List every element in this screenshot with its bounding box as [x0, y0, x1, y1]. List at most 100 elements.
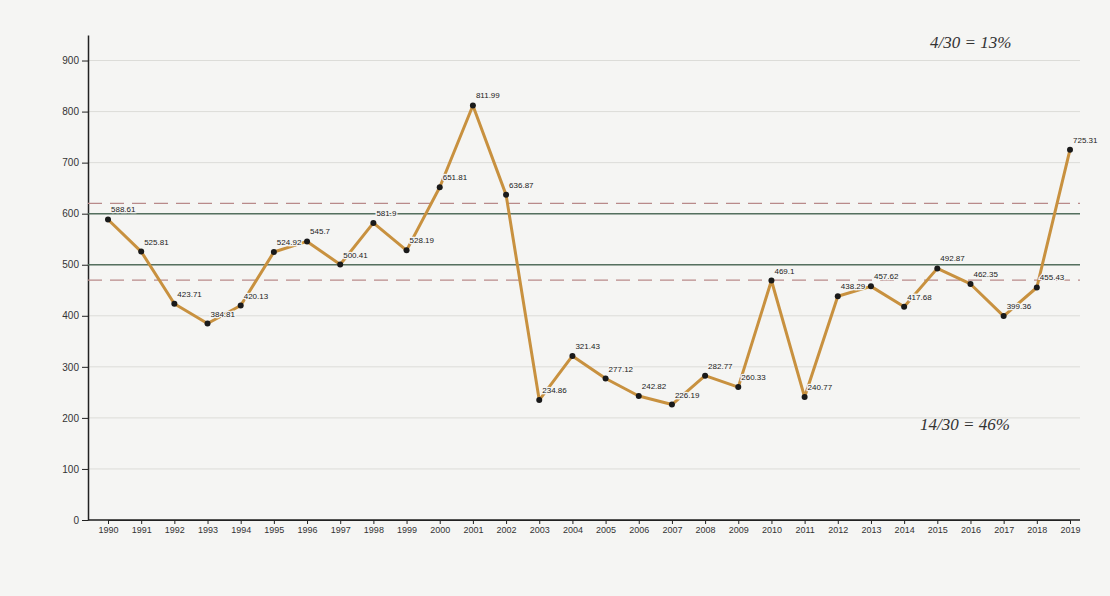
- x-tick: 2004: [563, 520, 583, 535]
- x-tick-label: 1997: [331, 525, 351, 535]
- reference-line: [88, 213, 1080, 215]
- y-tick-mark: [82, 163, 88, 164]
- x-tick: 1997: [331, 520, 351, 535]
- x-tick-mark: [407, 520, 408, 524]
- data-point: [636, 393, 642, 399]
- x-tick-mark: [705, 520, 706, 524]
- x-tick-mark: [639, 520, 640, 524]
- x-tick-mark: [440, 520, 441, 524]
- x-tick-label: 2019: [1060, 525, 1080, 535]
- x-tick-mark: [904, 520, 905, 524]
- x-tick: 2003: [530, 520, 550, 535]
- y-tick-mark: [82, 112, 88, 113]
- x-tick-label: 2016: [961, 525, 981, 535]
- grid: [88, 61, 1080, 520]
- x-tick-mark: [738, 520, 739, 524]
- data-label: 438.29: [841, 282, 866, 291]
- data-label: 525.81: [144, 238, 169, 247]
- x-tick: 1993: [198, 520, 218, 535]
- x-tick-mark: [307, 520, 308, 524]
- x-tick-mark: [838, 520, 839, 524]
- y-tick-label: 200: [62, 413, 79, 424]
- y-tick-label: 600: [62, 208, 79, 219]
- x-tick-label: 2010: [762, 525, 782, 535]
- x-tick-label: 2011: [795, 525, 814, 535]
- x-tick-mark: [208, 520, 209, 524]
- data-label: 545.7: [310, 227, 331, 236]
- x-tick-mark: [970, 520, 971, 524]
- data-point: [370, 220, 376, 226]
- x-axis: 1990199119921993199419951996199719981999…: [98, 520, 1080, 535]
- data-point: [835, 293, 841, 299]
- data-label: 423.71: [177, 290, 202, 299]
- x-tick-mark: [606, 520, 607, 524]
- y-tick: 200: [62, 413, 88, 424]
- data-point: [470, 102, 476, 108]
- x-tick: 2018: [1027, 520, 1047, 535]
- data-point: [503, 192, 509, 198]
- x-tick: 2016: [961, 520, 981, 535]
- data-label: 282.77: [708, 362, 733, 371]
- data-point: [967, 281, 973, 287]
- x-tick-label: 2018: [1027, 525, 1047, 535]
- data-label: 234.86: [542, 386, 567, 395]
- y-tick: 600: [62, 208, 88, 219]
- x-tick-label: 2003: [530, 525, 550, 535]
- x-tick-label: 1999: [397, 525, 417, 535]
- x-tick-label: 1994: [231, 525, 251, 535]
- y-tick-mark: [82, 418, 88, 419]
- x-tick: 2006: [629, 520, 649, 535]
- data-point: [669, 402, 675, 408]
- reference-line: [88, 279, 1080, 280]
- data-point: [768, 278, 774, 284]
- x-tick-mark: [506, 520, 507, 524]
- data-point: [1067, 147, 1073, 153]
- data-point: [702, 373, 708, 379]
- y-tick-label: 700: [62, 157, 79, 168]
- data-label: 725.31: [1073, 136, 1098, 145]
- y-tick-mark: [82, 469, 88, 470]
- y-tick-label: 300: [62, 362, 79, 373]
- x-tick-mark: [1037, 520, 1038, 524]
- data-label: 462.35: [973, 270, 998, 279]
- x-tick-label: 1996: [298, 525, 318, 535]
- x-tick-label: 1993: [198, 525, 218, 535]
- y-tick: 500: [62, 259, 88, 270]
- y-tick-label: 400: [62, 310, 79, 321]
- y-tick: 900: [62, 55, 88, 66]
- data-label: 500.41: [343, 251, 368, 260]
- y-tick-mark: [82, 316, 88, 317]
- data-labels: 588.61525.81423.71384.81420.13524.92545.…: [111, 91, 1098, 399]
- reference-line: [88, 203, 1080, 204]
- x-tick-mark: [771, 520, 772, 524]
- y-tick: 700: [62, 157, 88, 168]
- data-line: [108, 105, 1070, 404]
- x-tick: 2000: [430, 520, 450, 535]
- data-point: [404, 247, 410, 253]
- x-tick: 2017: [994, 520, 1014, 535]
- x-tick: 1998: [364, 520, 384, 535]
- data-label: 277.12: [609, 365, 634, 374]
- data-label: 588.61: [111, 205, 136, 214]
- y-axis-line: [88, 36, 90, 521]
- y-tick-label: 0: [73, 515, 79, 526]
- x-tick-label: 2009: [729, 525, 749, 535]
- x-tick-label: 2002: [497, 525, 517, 535]
- x-tick-label: 2006: [629, 525, 649, 535]
- data-label: 636.87: [509, 181, 534, 190]
- y-tick-label: 100: [62, 464, 79, 475]
- y-tick-label: 800: [62, 106, 79, 117]
- data-point: [868, 283, 874, 289]
- x-axis-domain: [109, 521, 1071, 525]
- x-tick-label: 2007: [662, 525, 682, 535]
- data-label: 420.13: [244, 292, 269, 301]
- annotation: 4/30 = 13%: [930, 33, 1011, 52]
- x-tick-label: 2000: [430, 525, 450, 535]
- grid-line: [88, 468, 1080, 469]
- reference-line: [88, 264, 1080, 266]
- data-label: 240.77: [808, 383, 833, 392]
- y-tick-label: 900: [62, 55, 79, 66]
- x-tick-label: 1991: [132, 525, 152, 535]
- grid-line: [88, 366, 1080, 367]
- x-tick-label: 2017: [994, 525, 1014, 535]
